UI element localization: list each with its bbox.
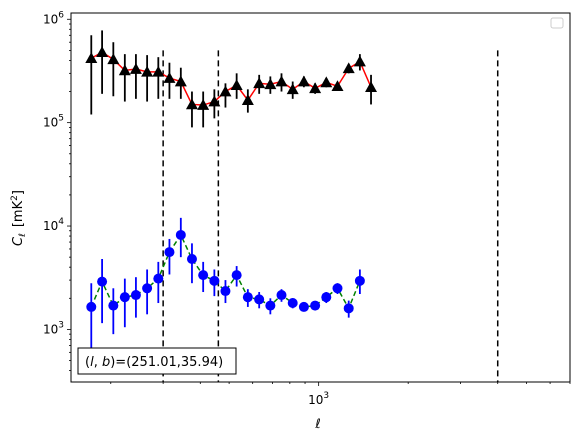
data-point xyxy=(175,229,186,240)
annotation-prefix: ( xyxy=(85,355,90,370)
data-point xyxy=(209,275,220,286)
annotation-b: b xyxy=(102,355,110,370)
data-point xyxy=(310,300,321,311)
series-2 xyxy=(86,217,365,349)
data-point xyxy=(152,65,165,77)
data-point xyxy=(164,247,175,258)
data-point xyxy=(241,94,254,105)
data-point xyxy=(354,275,365,286)
data-point xyxy=(130,290,141,301)
legend-box xyxy=(550,17,564,29)
data-point xyxy=(286,83,299,95)
annotation-frame xyxy=(77,347,237,375)
data-point xyxy=(287,298,298,309)
data-point xyxy=(309,82,322,94)
data-point xyxy=(119,292,130,303)
y-label-unit-close: ] xyxy=(11,190,26,195)
data-point xyxy=(332,283,343,294)
data-point xyxy=(342,62,355,74)
data-point xyxy=(198,270,209,281)
data-point xyxy=(174,75,187,87)
y-tick-label: 106 xyxy=(43,10,64,26)
data-point xyxy=(220,286,231,297)
data-point xyxy=(297,75,310,87)
data-point xyxy=(242,292,253,303)
data-point xyxy=(96,46,109,58)
y-tick-label: 105 xyxy=(43,114,64,130)
data-point xyxy=(107,53,120,65)
axis-ticks: 103 104 105 106 103 xyxy=(43,10,571,407)
y-label-sub: ℓ xyxy=(18,233,28,238)
data-point xyxy=(97,276,108,287)
data-point xyxy=(219,85,232,97)
data-point xyxy=(208,95,221,107)
data-point xyxy=(108,300,119,311)
y-label-unit: [mK xyxy=(11,200,26,227)
data-point xyxy=(275,75,288,87)
data-point xyxy=(230,79,243,91)
data-point xyxy=(320,76,333,88)
series-1 xyxy=(85,30,378,128)
data-point xyxy=(276,290,287,301)
axes-frame xyxy=(70,12,571,383)
annotation-text: (l, b)=(251.01,35.94) xyxy=(85,355,223,370)
data-point xyxy=(163,72,176,83)
y-tick-label: 104 xyxy=(43,217,64,233)
data-point xyxy=(185,98,198,110)
data-point xyxy=(197,99,210,110)
data-point xyxy=(153,273,164,284)
data-point xyxy=(253,77,266,89)
x-axis-label: ℓ xyxy=(314,417,320,432)
data-point xyxy=(231,270,242,281)
data-point xyxy=(265,300,276,311)
plot-content xyxy=(85,30,499,382)
data-point xyxy=(129,63,142,74)
data-point xyxy=(186,253,197,264)
annotation-l: l xyxy=(90,355,94,370)
annotation-sep: , xyxy=(94,355,102,370)
y-label-main: C xyxy=(11,236,26,246)
data-point xyxy=(142,283,153,294)
data-point xyxy=(353,55,366,67)
x-tick-label: 103 xyxy=(308,391,329,407)
data-point xyxy=(298,301,309,312)
data-point xyxy=(264,78,277,90)
annotation-suffix: )=(251.01,35.94) xyxy=(110,355,223,370)
y-axis-label: Cℓ [mK2] xyxy=(10,190,28,246)
data-point xyxy=(331,80,344,92)
data-point xyxy=(86,301,97,312)
data-point xyxy=(141,65,154,77)
y-label-unit-sup: 2 xyxy=(10,195,20,201)
annotation-box: (l, b)=(251.01,35.94) xyxy=(77,347,237,375)
data-point xyxy=(118,64,131,76)
data-point xyxy=(343,303,354,314)
data-point xyxy=(85,52,98,64)
data-point xyxy=(365,81,378,93)
data-point xyxy=(321,292,332,303)
y-tick-label: 103 xyxy=(43,320,64,336)
data-point xyxy=(254,294,265,305)
y-axis-label-text: Cℓ [mK2] xyxy=(10,190,28,246)
